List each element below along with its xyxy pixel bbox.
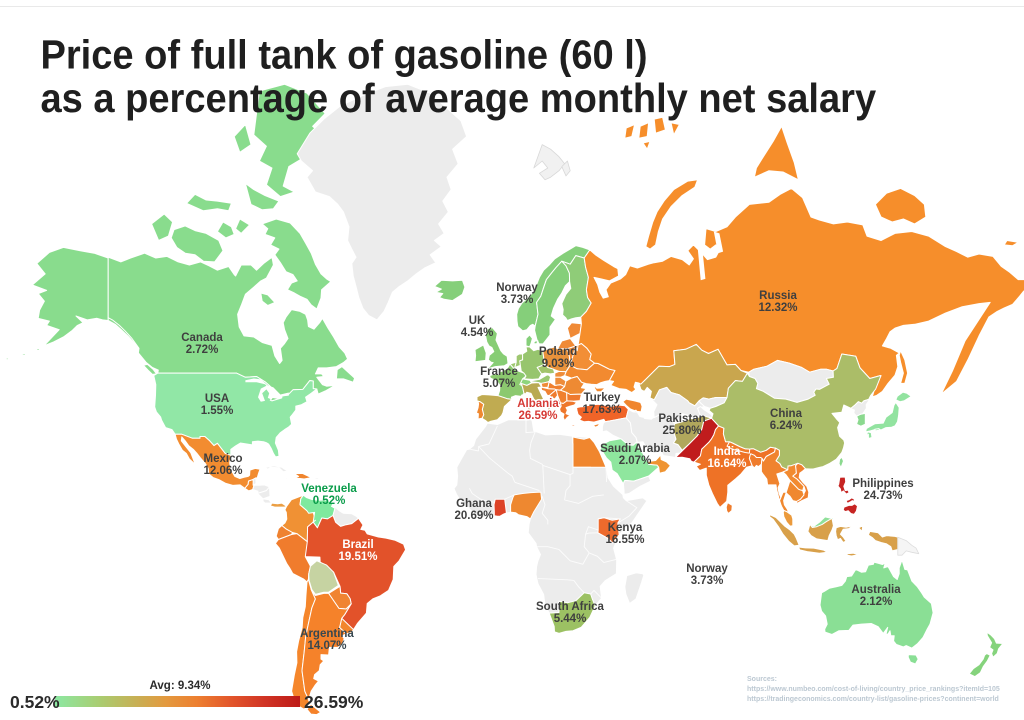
svg-text:12.32%: 12.32%: [758, 302, 797, 314]
svg-text:16.55%: 16.55%: [605, 534, 644, 546]
svg-text:26.59%: 26.59%: [518, 410, 557, 422]
svg-text:24.73%: 24.73%: [863, 490, 902, 502]
svg-text:China: China: [770, 408, 803, 420]
svg-text:https://tradingeconomics.com/c: https://tradingeconomics.com/country-lis…: [747, 696, 999, 703]
svg-text:12.06%: 12.06%: [203, 465, 242, 477]
svg-text:Russia: Russia: [759, 290, 797, 302]
svg-text:26.59%: 26.59%: [518, 410, 557, 422]
svg-text:0.52%: 0.52%: [313, 495, 346, 507]
svg-text:Australia: Australia: [851, 584, 901, 596]
svg-text:Ghana: Ghana: [456, 498, 492, 510]
svg-text:as a percentage of average mon: as a percentage of average monthly net s…: [40, 76, 876, 122]
svg-text:Pakistan: Pakistan: [658, 413, 705, 425]
svg-text:UK: UK: [469, 315, 486, 327]
svg-text:Price of full tank of gasoline: Price of full tank of gasoline (60 l): [40, 32, 647, 78]
svg-text:5.44%: 5.44%: [554, 613, 587, 625]
svg-text:20.69%: 20.69%: [454, 510, 493, 522]
svg-text:2.72%: 2.72%: [186, 344, 219, 356]
svg-text:Canada: Canada: [181, 332, 223, 344]
svg-text:2.12%: 2.12%: [860, 596, 893, 608]
svg-text:Norway: Norway: [686, 563, 728, 575]
svg-text:Brazil: Brazil: [342, 539, 373, 551]
svg-text:Mexico: Mexico: [204, 453, 243, 465]
svg-text:Avg: 9.34%: Avg: 9.34%: [150, 680, 211, 692]
svg-text:9.03%: 9.03%: [542, 358, 575, 370]
svg-text:19.51%: 19.51%: [338, 551, 377, 563]
svg-text:https://www.numbeo.com/cost-of: https://www.numbeo.com/cost-of-living/co…: [747, 686, 1000, 693]
svg-text:Poland: Poland: [539, 346, 577, 358]
svg-text:3.73%: 3.73%: [691, 575, 724, 587]
svg-text:1.55%: 1.55%: [201, 405, 234, 417]
svg-text:Norway: Norway: [496, 282, 538, 294]
svg-text:3.73%: 3.73%: [501, 294, 534, 306]
svg-text:5.07%: 5.07%: [483, 378, 516, 390]
svg-text:2.07%: 2.07%: [619, 455, 652, 467]
svg-text:Albania: Albania: [517, 398, 559, 410]
svg-text:Kenya: Kenya: [608, 522, 643, 534]
svg-text:Saudi Arabia: Saudi Arabia: [600, 443, 670, 455]
svg-text:Venezuela: Venezuela: [301, 483, 357, 495]
svg-text:26.59%: 26.59%: [304, 692, 364, 712]
svg-text:25.80%: 25.80%: [662, 425, 701, 437]
svg-text:0.52%: 0.52%: [10, 692, 60, 712]
svg-text:16.64%: 16.64%: [707, 458, 746, 470]
svg-text:Sources:: Sources:: [747, 676, 777, 683]
svg-text:Albania: Albania: [517, 398, 559, 410]
svg-text:17.63%: 17.63%: [582, 404, 621, 416]
svg-text:USA: USA: [205, 393, 229, 405]
svg-text:India: India: [714, 446, 741, 458]
svg-text:14.07%: 14.07%: [307, 640, 346, 652]
svg-text:South Africa: South Africa: [536, 601, 605, 613]
svg-text:France: France: [480, 366, 518, 378]
svg-text:Argentina: Argentina: [300, 628, 354, 640]
svg-text:Philippines: Philippines: [852, 478, 913, 490]
svg-text:6.24%: 6.24%: [770, 420, 803, 432]
svg-text:Turkey: Turkey: [584, 392, 621, 404]
svg-text:4.54%: 4.54%: [461, 327, 494, 339]
